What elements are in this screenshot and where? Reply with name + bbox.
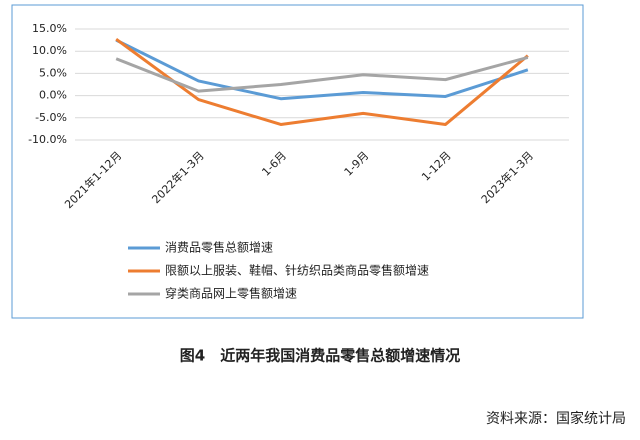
y-tick-label: 10.0%: [32, 44, 67, 57]
caption: 图4 近两年我国消费品零售总额增速情况: [180, 347, 460, 365]
y-tick-label: 5.0%: [39, 66, 67, 79]
x-tick-label: 1-9月: [342, 149, 372, 179]
x-tick-label: 2022年1-3月: [149, 148, 207, 206]
series-line: [115, 38, 529, 101]
y-tick-label: 15.0%: [32, 22, 67, 35]
x-tick-label: 1-6月: [259, 149, 289, 179]
x-tick-label: 2023年1-3月: [478, 148, 536, 206]
series-line: [115, 38, 529, 126]
series-line: [115, 55, 529, 93]
y-tick-label: -10.0%: [28, 133, 67, 146]
legend-label: 穿类商品网上零售额增速: [165, 286, 297, 301]
source: 资料来源：国家统计局: [486, 410, 626, 427]
legend-label: 消费品零售总额增速: [165, 240, 273, 255]
x-tick-label: 1-12月: [419, 149, 454, 184]
y-tick-label: -5.0%: [35, 111, 67, 124]
legend-label: 限额以上服装、鞋帽、针纺织品类商品零售额增速: [165, 263, 429, 278]
x-tick-label: 2021年1-12月: [61, 148, 124, 211]
chart-frame: [11, 4, 584, 319]
y-tick-label: 0.0%: [39, 89, 67, 102]
